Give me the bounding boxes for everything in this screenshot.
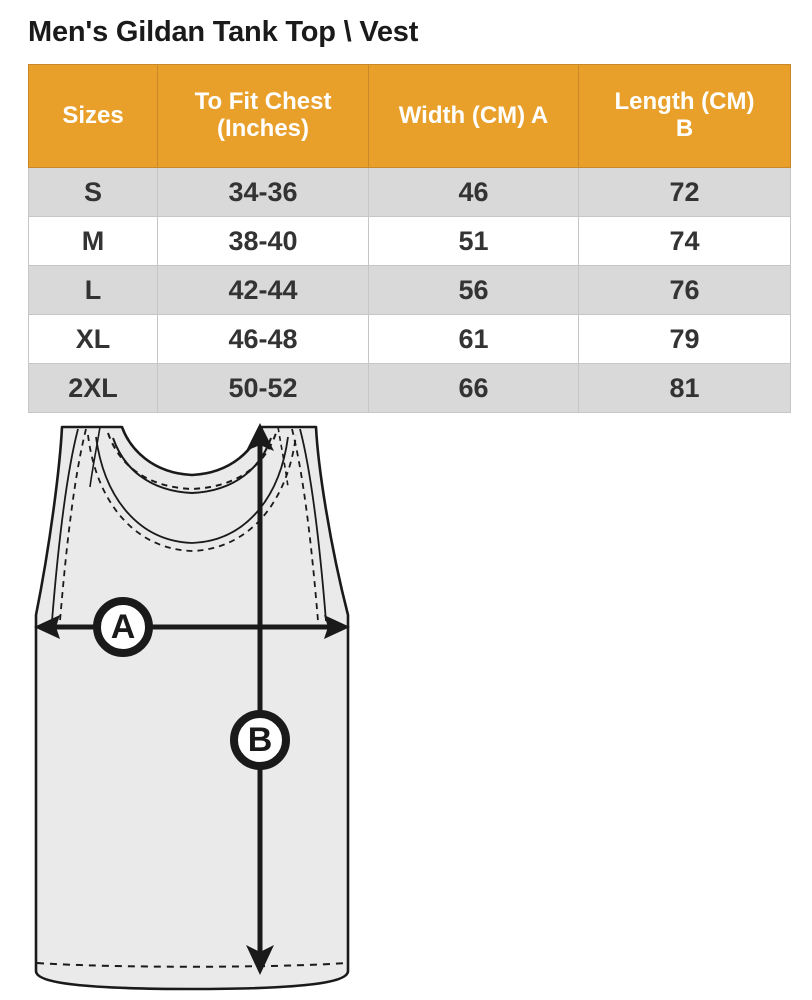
measure-b-arrowhead-top [246, 423, 274, 451]
cell-length: 81 [578, 363, 791, 413]
cell-chest: 34-36 [157, 167, 369, 217]
column-header-width: Width (CM) A [368, 64, 579, 168]
cell-chest: 38-40 [157, 216, 369, 266]
table-header-row: Sizes To Fit Chest (Inches) Width (CM) A… [28, 64, 791, 168]
table-row: 2XL 50-52 66 81 [28, 363, 791, 413]
cell-size: L [28, 265, 158, 315]
measure-a-marker-label: A [111, 608, 136, 646]
column-header-chest: To Fit Chest (Inches) [157, 64, 369, 168]
measure-b-marker-circle [230, 710, 290, 770]
size-table: Sizes To Fit Chest (Inches) Width (CM) A… [28, 64, 791, 413]
cell-width: 56 [368, 265, 579, 315]
measure-a-marker-circle [93, 597, 153, 657]
column-header-chest-line2: (Inches) [216, 115, 309, 142]
measure-b-marker-label: B [248, 721, 273, 759]
column-header-length-line2: B [675, 115, 694, 142]
cell-width: 46 [368, 167, 579, 217]
cell-chest: 42-44 [157, 265, 369, 315]
cell-size: S [28, 167, 158, 217]
size-table-header: Sizes To Fit Chest (Inches) Width (CM) A… [28, 64, 791, 168]
measure-b-arrowhead-bottom [246, 945, 274, 975]
size-table-container: Sizes To Fit Chest (Inches) Width (CM) A… [28, 64, 791, 413]
right-shoulder-seam-dashed [277, 426, 289, 488]
column-header-sizes-label: Sizes [62, 101, 124, 129]
table-row: L 42-44 56 76 [28, 265, 791, 315]
tank-top-outline [34, 425, 350, 991]
cell-size: M [28, 216, 158, 266]
cell-width: 51 [368, 216, 579, 266]
column-header-width-label: Width (CM) A [398, 101, 549, 129]
left-armhole-stitch-dashed [59, 428, 87, 622]
table-row: XL 46-48 61 79 [28, 314, 791, 364]
cell-width: 66 [368, 363, 579, 413]
cell-length: 72 [578, 167, 791, 217]
left-shoulder-seam [89, 426, 101, 488]
table-row: M 38-40 51 74 [28, 216, 791, 266]
size-table-body: S 34-36 46 72 M 38-40 51 74 L 42-44 56 7… [28, 167, 791, 413]
cell-length: 79 [578, 314, 791, 364]
measure-a-arrowhead-right [324, 615, 350, 639]
garment-diagram: A B [0, 415, 420, 1000]
cell-chest: 46-48 [157, 314, 369, 364]
column-header-length: Length (CM) B [578, 64, 791, 168]
column-header-chest-line1: To Fit Chest [194, 88, 332, 116]
cell-chest: 50-52 [157, 363, 369, 413]
front-neck-stitch-dashed [87, 434, 297, 552]
measure-a-arrowhead-left [34, 615, 60, 639]
cell-width: 61 [368, 314, 579, 364]
cell-length: 76 [578, 265, 791, 315]
tank-top-illustration: A B [34, 423, 350, 991]
cell-size: 2XL [28, 363, 158, 413]
column-header-length-line1: Length (CM) [614, 88, 755, 116]
right-armhole-stitch-dashed [291, 428, 319, 622]
cell-size: XL [28, 314, 158, 364]
cell-length: 74 [578, 216, 791, 266]
left-armhole-binding [51, 428, 79, 622]
right-armhole-binding [299, 428, 327, 622]
table-row: S 34-36 46 72 [28, 167, 791, 217]
front-neck-opening [95, 436, 289, 544]
hem-stitch-dashed [36, 962, 348, 968]
page-title: Men's Gildan Tank Top \ Vest [28, 16, 419, 48]
column-header-sizes: Sizes [28, 64, 158, 168]
